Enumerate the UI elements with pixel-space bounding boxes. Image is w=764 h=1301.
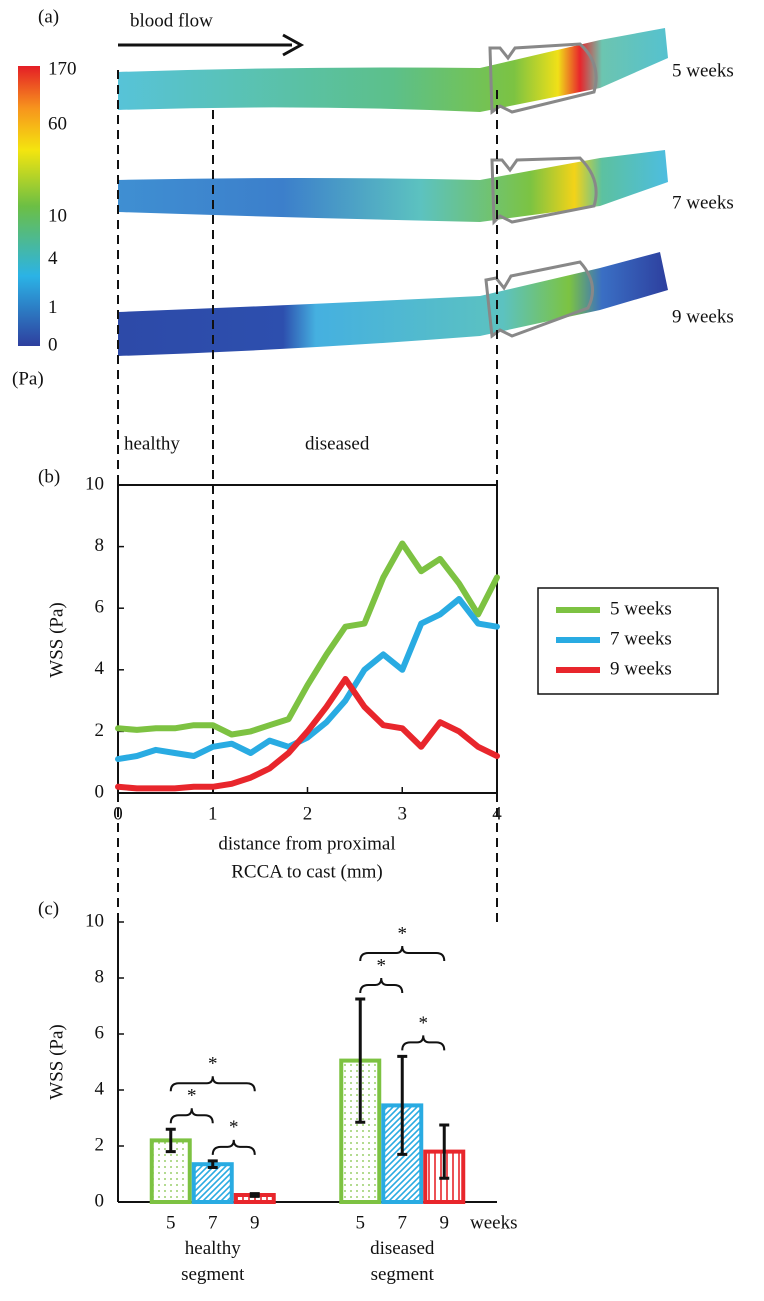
subcategory-label: 5	[356, 1212, 366, 1233]
x-axis-label: distance from proximal	[218, 833, 395, 854]
colorbar-tick-label: 4	[48, 248, 58, 269]
colorbar-unit: (Pa)	[12, 368, 44, 389]
region-label: healthy	[124, 433, 180, 454]
legend-label: 9 weeks	[610, 658, 672, 679]
x-tick-label: 3	[398, 803, 408, 824]
row-label: 7 weeks	[672, 192, 734, 213]
y-tick-label: 4	[95, 1078, 105, 1099]
category-label: diseased segment	[362, 1236, 442, 1288]
y-axis-label: WSS (Pa)	[46, 602, 67, 677]
significance-bracket	[360, 978, 402, 993]
y-tick-label: 8	[95, 966, 105, 987]
figure: (a) blood flow (Pa) healthy diseased (b)…	[0, 0, 764, 1301]
y-tick-label: 0	[95, 781, 105, 802]
colorbar-tick-label: 0	[48, 334, 58, 355]
significance-label: *	[229, 1117, 239, 1138]
error-bar	[250, 1194, 260, 1197]
significance-label: *	[187, 1086, 197, 1107]
significance-label: *	[208, 1054, 218, 1075]
x-tick-label: 0	[113, 803, 123, 824]
region-label: diseased	[305, 433, 370, 454]
colorbar-tick-label: 1	[48, 297, 58, 318]
y-tick-label: 10	[85, 910, 104, 931]
y-tick-label: 10	[85, 473, 104, 494]
legend-label: 7 weeks	[610, 628, 672, 649]
y-tick-label: 6	[95, 1022, 105, 1043]
data-line	[118, 679, 497, 788]
plot-frame	[118, 485, 497, 793]
legend-label: 5 weeks	[610, 598, 672, 619]
colorbar-tick-label: 10	[48, 206, 67, 227]
x-tick-label: 1	[208, 803, 218, 824]
significance-label: *	[377, 955, 387, 976]
x-tick-label: 2	[303, 803, 313, 824]
y-tick-label: 8	[95, 535, 105, 556]
y-axis-label: WSS (Pa)	[46, 1024, 67, 1099]
significance-bracket	[360, 946, 444, 961]
x-axis-label: RCCA to cast (mm)	[231, 861, 382, 882]
significance-bracket	[213, 1140, 255, 1155]
category-label: healthy segment	[173, 1236, 253, 1288]
y-tick-label: 0	[95, 1190, 105, 1211]
subcategory-label: 9	[440, 1212, 450, 1233]
subcategory-label: 5	[166, 1212, 176, 1233]
y-tick-label: 6	[95, 597, 105, 618]
subcategory-label: 7	[398, 1212, 408, 1233]
row-label: 9 weeks	[672, 306, 734, 327]
subcategory-label: 7	[208, 1212, 218, 1233]
vessel	[118, 150, 668, 222]
row-label: 5 weeks	[672, 60, 734, 81]
significance-bracket	[171, 1108, 213, 1123]
panel-label: (b)	[38, 466, 60, 487]
chart: (a) blood flow (Pa) healthy diseased (b)…	[0, 0, 764, 1301]
colorbar-tick-label: 170	[48, 58, 77, 79]
flow-label: blood flow	[130, 10, 213, 31]
significance-label: *	[398, 923, 408, 944]
y-tick-label: 2	[95, 1134, 105, 1155]
significance-bracket	[402, 1035, 444, 1050]
subcategory-label: 9	[250, 1212, 260, 1233]
colorbar-tick-label: 60	[48, 114, 67, 135]
x-tick-label: 4	[492, 803, 502, 824]
vessel	[118, 28, 668, 112]
panel-label: (c)	[38, 898, 59, 919]
data-line	[118, 544, 497, 735]
colorbar	[18, 66, 40, 346]
significance-bracket	[171, 1076, 255, 1091]
y-tick-label: 2	[95, 720, 105, 741]
bar	[194, 1164, 232, 1202]
y-tick-label: 4	[95, 658, 105, 679]
panel-label: (a)	[38, 6, 59, 27]
significance-label: *	[419, 1013, 429, 1034]
subcategory-unit: weeks	[470, 1212, 517, 1233]
